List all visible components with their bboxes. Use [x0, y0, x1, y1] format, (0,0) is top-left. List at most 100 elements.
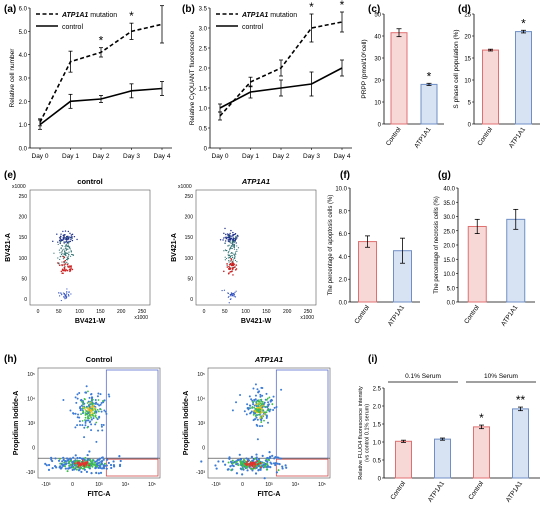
event-dot: [256, 438, 259, 441]
event-dot: [61, 460, 64, 463]
significance-mark: *: [427, 69, 432, 83]
event-dot: [95, 421, 98, 424]
event-dot: [68, 236, 70, 238]
event-dot: [234, 255, 236, 258]
event-dot: [99, 464, 102, 467]
event-dot: [103, 409, 106, 412]
event-dot: [268, 410, 271, 413]
event-dot: [66, 238, 68, 241]
event-dot: [233, 293, 235, 296]
event-dot: [91, 465, 94, 468]
x-tick-label: Control: [389, 480, 407, 502]
event-dot: [60, 462, 63, 466]
event-dot: [76, 397, 79, 400]
x-tick-label: Day 0: [212, 153, 229, 160]
event-dot: [254, 465, 256, 467]
x-tick-label: Day 0: [32, 153, 49, 160]
event-dot: [224, 242, 226, 244]
chart-e: control 0 50 100 150 200 250 0 50 100 150 200 250 BV4…: [5, 177, 317, 325]
event-dot: [118, 463, 122, 466]
event-dot: [106, 458, 109, 461]
x-tick-label: 200: [283, 309, 292, 315]
x-tick-label: Day 4: [154, 153, 171, 160]
event-dot: [231, 255, 233, 257]
event-dot: [230, 294, 232, 296]
event-dot: [263, 461, 266, 464]
event-dot: [245, 462, 248, 464]
bar: [434, 438, 451, 479]
event-dot: [84, 412, 87, 414]
event-dot: [73, 462, 76, 465]
y-tick-label: 4.0: [339, 255, 348, 261]
event-dot: [100, 467, 104, 470]
y-tick-label: 2.5: [199, 47, 208, 53]
event-dot: [86, 413, 89, 416]
event-dot: [236, 250, 238, 252]
event-dot: [258, 425, 261, 428]
chart-h: Control -10³ 0 10³ 10⁴ 10⁵ -10³ 0 10³ 10⁴ 10⁵ FITC-…: [13, 355, 331, 498]
event-dot: [63, 241, 65, 243]
event-dot: [266, 462, 269, 465]
event-dot: [269, 466, 272, 469]
event-dot: [93, 464, 96, 467]
event-dot: [267, 465, 270, 468]
x-tick-label: Control: [385, 126, 403, 148]
event-dot: [74, 426, 77, 429]
gate-upper-right: [105, 369, 159, 459]
event-dot: [79, 464, 82, 467]
event-dot: [229, 266, 231, 269]
event-dot: [92, 417, 95, 420]
event-dot: [219, 239, 222, 241]
panel-label-f: (f): [340, 170, 350, 181]
event-dot: [62, 398, 65, 401]
event-dot: [232, 274, 234, 276]
x-tick-label: 100: [241, 309, 250, 315]
event-dot: [235, 242, 237, 244]
event-dot: [91, 459, 94, 462]
event-dot: [62, 458, 65, 462]
event-dot: [63, 237, 65, 239]
event-dot: [105, 412, 108, 415]
plot-frame: [37, 367, 161, 479]
event-dot: [94, 402, 97, 405]
event-dot: [245, 457, 248, 460]
event-dot: [229, 268, 231, 270]
event-dot: [102, 458, 105, 461]
event-dot: [228, 260, 230, 262]
event-dot: [62, 456, 65, 459]
event-dot: [233, 246, 236, 248]
event-dot: [100, 460, 103, 463]
chart-b: 0 0.5 1.0 1.5 2.0 2.5 3.0 3.5 Relative CyQUANT f…: [189, 0, 352, 160]
event-dot: [61, 264, 63, 267]
event-dot: [221, 460, 225, 463]
event-dot: [233, 294, 235, 297]
event-dot: [226, 236, 228, 238]
event-dot: [261, 401, 264, 403]
event-dot: [70, 237, 72, 239]
y-tick-label: 5: [468, 101, 472, 107]
event-dot: [102, 423, 105, 426]
event-dot: [243, 410, 246, 413]
event-dot: [61, 252, 63, 254]
x-tick-label: 50: [56, 309, 62, 315]
event-dot: [230, 293, 233, 295]
event-dot: [80, 470, 83, 474]
event-dot: [260, 400, 263, 403]
event-dot: [260, 421, 263, 423]
event-dot: [68, 241, 70, 243]
event-dot: [60, 247, 62, 249]
event-dot: [66, 259, 69, 261]
event-dot: [249, 412, 252, 415]
event-dot: [63, 293, 65, 296]
y-tick-label: 20: [374, 79, 381, 85]
plot-frame: [29, 189, 151, 306]
event-dot: [97, 429, 100, 432]
event-dot: [241, 467, 244, 470]
event-dot: [98, 416, 101, 419]
event-dot: [88, 417, 90, 420]
event-dot: [235, 237, 238, 239]
event-dot: [94, 409, 97, 411]
event-dot: [252, 414, 255, 416]
y-tick-label: 30.0: [443, 215, 455, 221]
